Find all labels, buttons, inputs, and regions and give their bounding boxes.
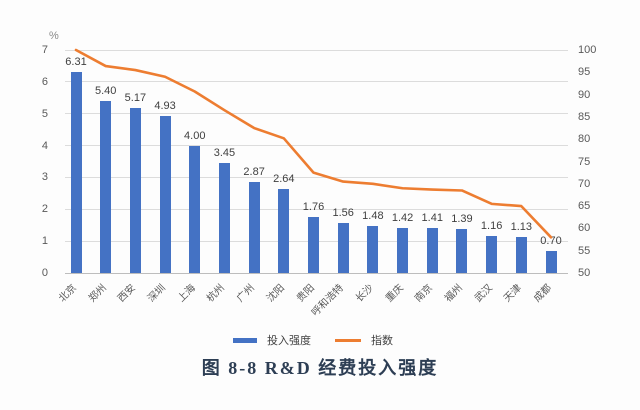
bar — [248, 181, 260, 273]
bar-value-label: 6.31 — [65, 55, 87, 68]
right-axis-tick-label: 70 — [578, 177, 591, 190]
left-axis-tick-label: 3 — [41, 171, 48, 184]
left-axis-tick-label: 6 — [41, 75, 48, 88]
bar — [278, 188, 290, 273]
bar-value-label: 4.00 — [184, 129, 206, 142]
right-axis-tick-label: 60 — [578, 222, 591, 235]
bar-value-label: 1.13 — [510, 221, 533, 233]
bar — [218, 163, 230, 273]
gridline — [65, 81, 568, 83]
figure-caption: 图 8-8 R&D 经费投入强度 — [201, 358, 439, 378]
bar — [426, 228, 438, 273]
bar-value-label: 2.64 — [273, 172, 295, 185]
bar-value-label: 4.93 — [154, 99, 176, 112]
right-axis-tick-label: 75 — [578, 155, 591, 168]
bar — [308, 216, 319, 273]
bar — [337, 223, 349, 273]
right-axis-tick-label: 80 — [578, 133, 591, 146]
right-axis-tick-label: 55 — [578, 244, 591, 257]
right-axis-tick-label: 50 — [578, 267, 591, 279]
bar-value-label: 3.45 — [213, 147, 236, 160]
bar — [456, 228, 468, 273]
bar — [159, 115, 171, 273]
right-axis-tick-label: 90 — [578, 88, 591, 101]
bar — [486, 236, 498, 273]
bar — [100, 100, 112, 273]
legend-line-swatch-icon — [335, 338, 361, 342]
legend-label-line-series: 指数 — [371, 335, 393, 347]
bar-value-label: 0.70 — [540, 234, 562, 247]
left-axis-tick-label: 0 — [41, 267, 48, 279]
bar — [129, 108, 141, 273]
right-axis-tick-label: 85 — [578, 110, 591, 123]
left-axis-unit-label: % — [49, 30, 59, 42]
right-axis-tick-label: 65 — [578, 200, 591, 213]
bar — [189, 145, 201, 273]
bar — [545, 250, 557, 273]
left-axis-tick-label: 7 — [41, 44, 48, 56]
legend: 投入强度 指数 — [0, 332, 640, 348]
left-axis-tick-label: 1 — [41, 235, 48, 248]
left-axis-tick-label: 4 — [41, 139, 48, 152]
gridline — [65, 272, 568, 274]
right-axis-tick-label: 100 — [578, 44, 597, 56]
bar — [70, 71, 82, 273]
left-axis-tick-label: 5 — [41, 107, 48, 120]
legend-label-bar-series: 投入强度 — [267, 335, 311, 347]
right-axis-tick-label: 95 — [578, 66, 591, 79]
left-axis-tick-label: 2 — [41, 203, 48, 216]
bar — [367, 225, 379, 273]
gridline — [65, 49, 568, 51]
legend-bar-swatch-icon — [233, 337, 257, 343]
bar — [397, 227, 409, 273]
bar — [515, 237, 527, 273]
